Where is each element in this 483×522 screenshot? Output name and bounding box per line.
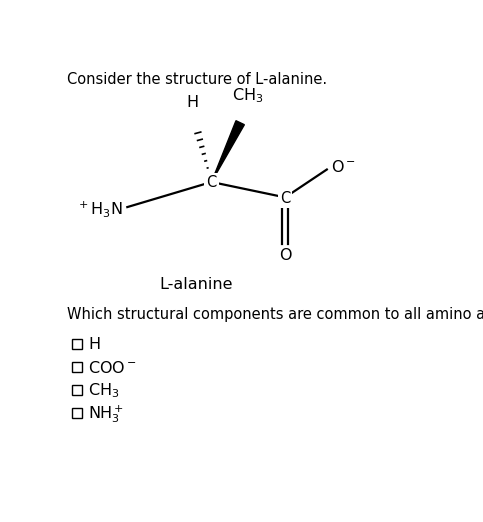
Text: H: H [88, 337, 100, 352]
Text: O$^-$: O$^-$ [331, 159, 356, 175]
Text: L-alanine: L-alanine [159, 277, 233, 292]
Text: Consider the structure of L-alanine.: Consider the structure of L-alanine. [67, 72, 327, 87]
Bar [72, 385, 82, 395]
Text: CH$_3$: CH$_3$ [88, 381, 120, 400]
Bar [72, 408, 82, 418]
Text: NH$_3^+$: NH$_3^+$ [88, 403, 124, 425]
Bar [72, 362, 82, 372]
Text: O: O [279, 248, 291, 263]
Text: COO$^-$: COO$^-$ [88, 360, 137, 375]
Text: C: C [280, 191, 290, 206]
Text: H: H [186, 96, 198, 110]
Polygon shape [212, 121, 244, 182]
Text: Which structural components are common to all amino acids?: Which structural components are common t… [67, 307, 483, 323]
Bar [72, 339, 82, 349]
Text: CH$_3$: CH$_3$ [232, 86, 264, 105]
Text: $^+$H$_3$N: $^+$H$_3$N [76, 199, 122, 219]
Text: C: C [206, 175, 216, 190]
